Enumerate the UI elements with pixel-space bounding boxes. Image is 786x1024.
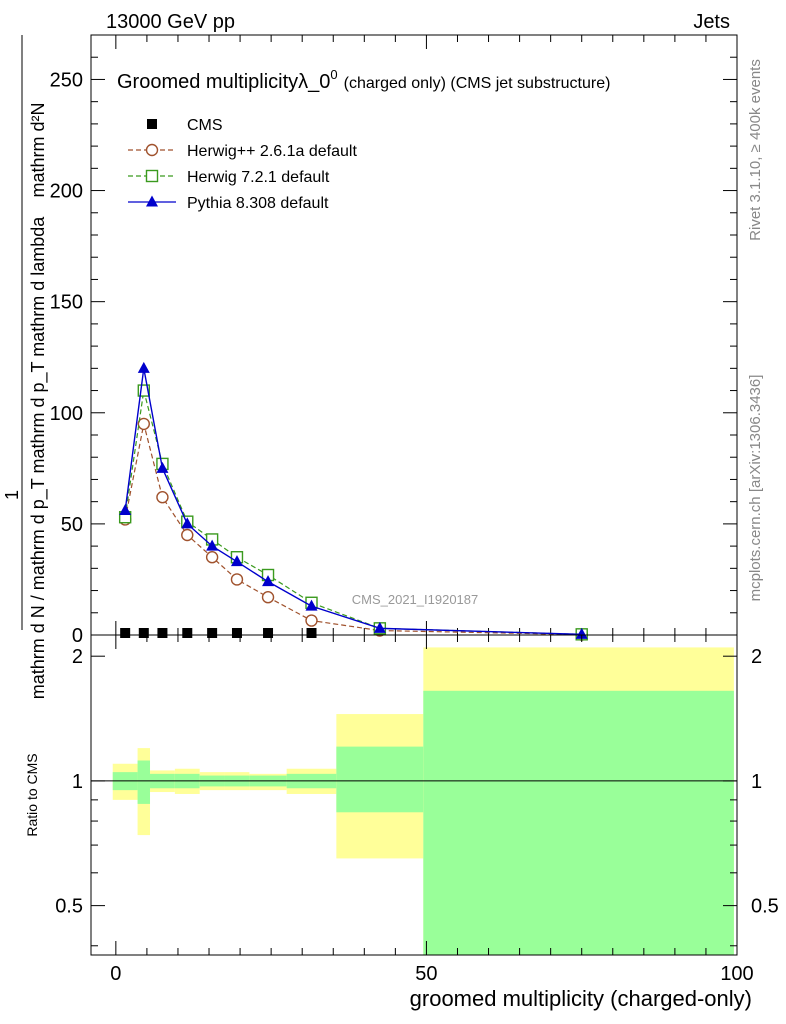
data-point-pythia [230, 555, 243, 567]
ratio-y-tick-label: 1 [72, 771, 83, 793]
main-y-axis-label: mathrm d²N 1 mathrm d N / mathrm d p_T m… [2, 35, 49, 699]
watermark-label: CMS_2021_I1920187 [352, 592, 479, 607]
main-y-tick-label: 200 [50, 181, 83, 203]
data-point-cms [231, 628, 242, 638]
series-line-herwig_pp [124, 423, 582, 636]
legend-label-pythia: Pythia 8.308 default [187, 195, 329, 212]
ratio-inner-band [423, 690, 734, 955]
data-point-cms [157, 628, 168, 638]
chart-title-tail: (charged only) (CMS jet substructure) [344, 75, 611, 92]
ratio-uncertainty-bands [112, 647, 734, 955]
data-point-pythia [119, 504, 132, 516]
data-point-pythia [137, 361, 150, 373]
legend-marker-herwig_pp [145, 143, 159, 157]
legend-marker-pythia [146, 195, 158, 207]
x-tick-label: 50 [415, 963, 437, 985]
legend-item-pythia: Pythia 8.308 default [128, 195, 329, 212]
ratio-y-tick-label-right: 2 [751, 646, 762, 668]
legend-label-cms: CMS [187, 117, 223, 134]
ratio-plot-frame [90, 634, 738, 956]
ratio-y-tick-label-right: 1 [751, 771, 762, 793]
data-point-pythia [156, 461, 169, 473]
rivet-label: Rivet 3.1.10, ≥ 400k events [747, 59, 764, 241]
legend-marker-cms [147, 119, 157, 129]
legend: CMS Herwig++ 2.6.1a default Herwig 7.2.1 d… [128, 117, 357, 212]
data-point-herwig_pp [181, 528, 194, 542]
legend-item-herwig_pp: Herwig++ 2.6.1a default [128, 143, 357, 160]
ratio-y-axis: 0.5 0.5 1 1 2 2 [55, 646, 779, 947]
data-point-herwig_pp [137, 417, 150, 431]
data-point-herwig_pp [156, 491, 169, 504]
y-label-numerator: mathrm d²N [28, 102, 48, 197]
main-y-tick-label: 100 [50, 403, 83, 425]
data-point-cms [207, 628, 218, 638]
chart-title-main: Groomed multiplicityλ_0 [117, 71, 330, 93]
ratio-y-axis-label: Ratio to CMS [24, 753, 40, 836]
data-point-herwig_pp [305, 614, 318, 627]
energy-label: 13000 GeV pp [106, 11, 235, 33]
y-label-one: 1 [2, 490, 22, 500]
main-y-tick-label: 250 [50, 69, 83, 91]
data-point-herwig_pp [261, 591, 275, 604]
category-label: Jets [693, 11, 730, 33]
data-point-herwig_pp [205, 551, 219, 564]
data-point-cms [138, 628, 149, 638]
chart-title: Groomed multiplicityλ_00 (charged only) (… [117, 67, 610, 93]
ratio-y-tick-label-right: 0.5 [751, 896, 779, 918]
ratio-y-tick-label: 0.5 [55, 896, 83, 918]
ratio-plot-panel: 0.5 0.5 1 1 2 2 0 50 100 Ratio to CMS groomed m… [24, 634, 779, 1011]
ratio-x-axis: 0 50 100 [110, 635, 754, 985]
legend-marker-herwig_7 [145, 169, 159, 183]
main-plot-panel: 0 50 100 150 200 250 CMS_2021_I1920187 Groome… [50, 34, 738, 647]
x-tick-label: 100 [720, 963, 753, 985]
ratio-y-tick-label: 2 [72, 646, 83, 668]
data-point-pythia [181, 517, 194, 529]
series-line-pythia [124, 368, 582, 636]
main-y-axis: 0 50 100 150 200 250 [50, 34, 737, 647]
data-point-pythia [206, 539, 219, 551]
y-label-denominator: mathrm d N / mathrm d p_T mathrm d p_T m… [28, 216, 49, 699]
data-point-cms [120, 628, 131, 638]
data-point-pythia [373, 621, 386, 633]
data-point-pythia [305, 599, 318, 611]
main-y-tick-label: 50 [61, 514, 83, 536]
data-point-herwig_7 [137, 384, 150, 397]
data-point-pythia [575, 627, 588, 639]
legend-item-herwig_7: Herwig 7.2.1 default [128, 169, 330, 186]
ratio-inner-band [336, 746, 424, 813]
legend-label-herwig_pp: Herwig++ 2.6.1a default [187, 143, 357, 160]
data-point-cms [182, 628, 193, 638]
data-point-pythia [262, 575, 275, 587]
data-point-cms [306, 628, 317, 638]
main-y-tick-label: 0 [72, 625, 83, 647]
legend-label-herwig_7: Herwig 7.2.1 default [187, 169, 330, 186]
legend-item-cms: CMS [147, 117, 223, 134]
chart-title-superscript: 0 [330, 67, 337, 82]
ratio-inner-band [137, 760, 151, 804]
x-tick-label: 0 [110, 963, 121, 985]
mcplots-label: mcplots.cern.ch [arXiv:1306.3436] [747, 375, 764, 602]
series-line-herwig_7 [124, 390, 582, 635]
x-axis-label: groomed multiplicity (charged-only) [410, 986, 752, 1011]
data-point-herwig_pp [230, 573, 244, 586]
data-point-cms [263, 628, 274, 638]
main-y-tick-label: 150 [50, 292, 83, 314]
